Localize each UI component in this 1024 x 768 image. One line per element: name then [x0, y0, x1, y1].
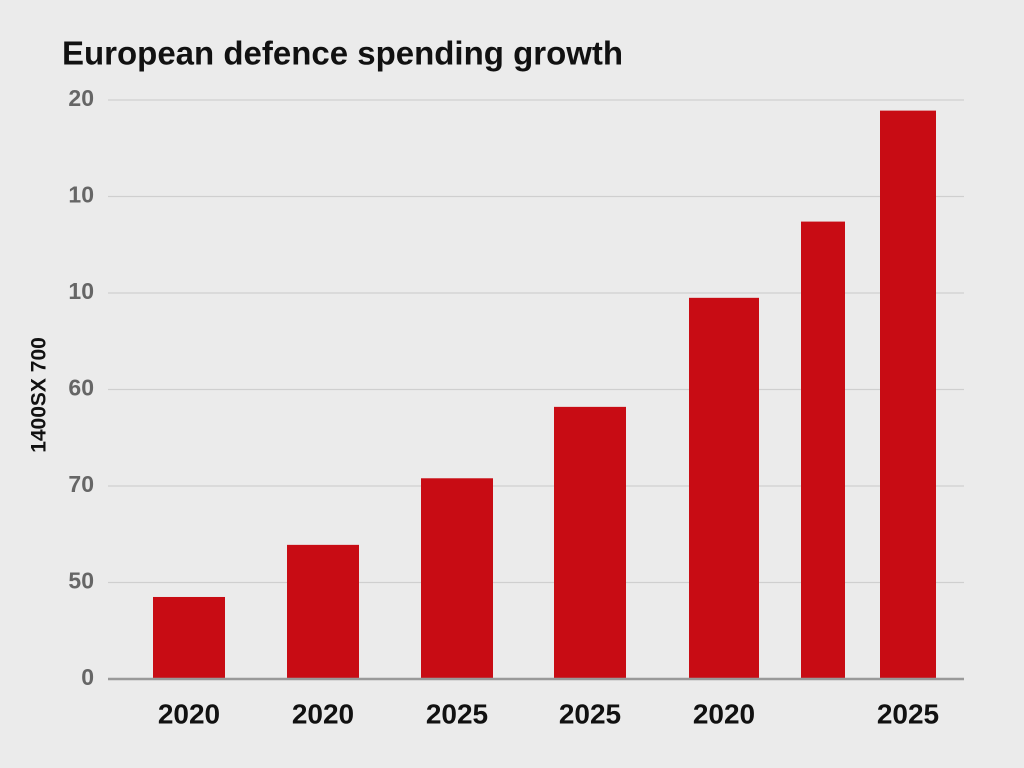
x-tick-label: 2025 — [426, 698, 488, 729]
x-tick-label: 2020 — [693, 698, 755, 729]
bar — [880, 110, 936, 680]
x-tick-label: 2020 — [158, 698, 220, 729]
y-tick-label: 10 — [68, 278, 94, 304]
y-tick-label: 50 — [68, 568, 94, 594]
chart-title: European defence spending growth — [62, 35, 623, 72]
bar — [153, 596, 225, 679]
x-tick-label: 2020 — [292, 698, 354, 729]
x-tick-label: 2025 — [559, 698, 621, 729]
bar — [554, 406, 626, 679]
bar — [287, 544, 359, 679]
bar — [801, 221, 845, 679]
bar — [421, 478, 493, 679]
y-tick-label: 70 — [68, 471, 94, 497]
y-axis-label: 1400SX 700 — [28, 337, 51, 453]
y-tick-label: 0 — [81, 664, 94, 690]
x-tick-label: 2025 — [877, 698, 939, 729]
y-tick-label: 60 — [68, 375, 94, 401]
y-tick-label: 20 — [68, 85, 94, 111]
y-tick-label: 10 — [68, 182, 94, 208]
bar — [689, 297, 759, 679]
